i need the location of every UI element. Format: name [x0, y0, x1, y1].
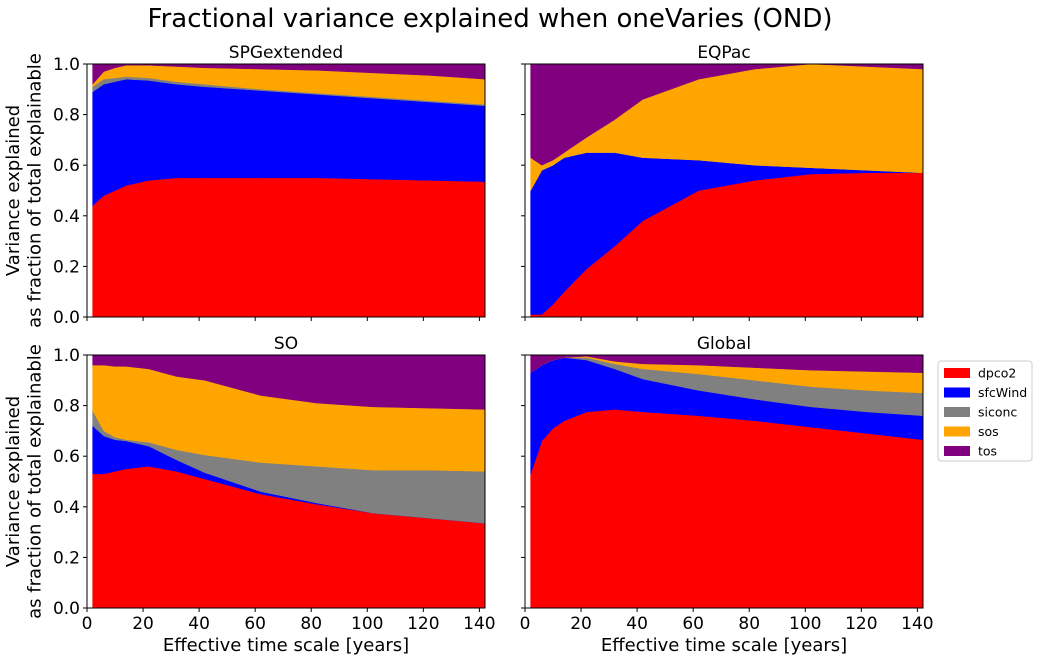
y-tick-label: 0.6	[53, 156, 80, 176]
x-tick-label: 100	[789, 614, 821, 634]
y-tick-label: 0.0	[53, 599, 80, 619]
panel-title: EQPac	[697, 43, 750, 63]
legend-swatch-tos	[944, 446, 970, 456]
y-axis-label: Variance explainedas fraction of total e…	[3, 53, 46, 328]
y-axis-label-line: as fraction of total explainable	[25, 53, 46, 328]
legend-label-tos: tos	[978, 444, 997, 459]
x-tick-label: 100	[351, 614, 383, 634]
legend-label-sos: sos	[978, 424, 999, 439]
x-tick-label: 40	[626, 614, 648, 634]
y-tick-label: 0.6	[53, 447, 80, 467]
y-tick-label: 0.8	[53, 106, 80, 126]
figure-title: Fractional variance explained when oneVa…	[148, 4, 833, 34]
legend-label-sfcWind: sfcWind	[978, 385, 1027, 400]
panel-title: SPGextended	[229, 43, 343, 63]
axes-frame	[86, 354, 486, 609]
x-tick-label: 140	[901, 614, 933, 634]
x-tick-label: 0	[82, 614, 93, 634]
legend: dpco2 sfcWind siconc sos tos	[937, 360, 1033, 462]
y-tick-label: 0.2	[53, 257, 80, 277]
x-tick-label: 120	[845, 614, 877, 634]
x-tick-label: 60	[244, 614, 266, 634]
x-axis-label: Effective time scale [years]	[163, 635, 409, 656]
x-tick-label: 80	[738, 614, 760, 634]
panel-title: SO	[274, 334, 298, 354]
x-tick-label: 120	[407, 614, 439, 634]
legend-swatch-sfcWind	[944, 387, 970, 398]
x-tick-label: 140	[463, 614, 495, 634]
y-tick-label: 0.2	[53, 548, 80, 568]
y-axis-label: Variance explainedas fraction of total e…	[3, 344, 46, 619]
legend-swatch-dpco2	[944, 368, 970, 378]
x-tick-label: 20	[570, 614, 592, 634]
x-tick-label: 80	[300, 614, 322, 634]
axes-frame	[524, 63, 924, 318]
panels: SPGextended 0.0 0.2 0.4 0.6 0.8 1.0 Variance ex…	[3, 43, 934, 656]
y-axis-label-line: Variance explained	[3, 396, 24, 567]
panel-spgextended: SPGextended 0.0 0.2 0.4 0.6 0.8 1.0 Variance ex…	[3, 43, 486, 328]
legend-label-siconc: siconc	[978, 405, 1017, 420]
x-tick-label: 40	[188, 614, 210, 634]
y-axis-label-line: as fraction of total explainable	[25, 344, 46, 619]
x-tick-label: 20	[132, 614, 154, 634]
y-tick-label: 0.0	[53, 308, 80, 328]
legend-swatch-sos	[944, 426, 970, 437]
x-tick-label: 60	[682, 614, 704, 634]
x-tick-label: 0	[520, 614, 531, 634]
axes-frame	[524, 354, 924, 609]
axes-frame	[86, 63, 486, 318]
x-axis-label: Effective time scale [years]	[601, 635, 847, 656]
y-tick-label: 0.4	[53, 207, 80, 227]
panel-so: SO 0.0 0.2 0.4 0.6 0.8 1.0 0 20 40 60 80 100 120 140 Ef…	[3, 334, 496, 656]
panel-title: Global	[697, 334, 751, 354]
y-tick-label: 0.8	[53, 397, 80, 417]
legend-swatch-siconc	[944, 407, 970, 417]
y-tick-label: 1.0	[53, 346, 80, 366]
area-dpco2-global	[530, 409, 924, 609]
panel-global: Global 0 20 40 60 80 100 120 140 Effective time s…	[520, 334, 934, 656]
y-tick-label: 0.4	[53, 498, 80, 518]
area-dpco2-spgextended	[92, 177, 486, 318]
y-axis-label-line: Variance explained	[3, 105, 24, 276]
legend-label-dpco2: dpco2	[978, 366, 1016, 381]
panel-eqpac: EQPac	[521, 43, 924, 321]
y-tick-label: 1.0	[53, 55, 80, 75]
